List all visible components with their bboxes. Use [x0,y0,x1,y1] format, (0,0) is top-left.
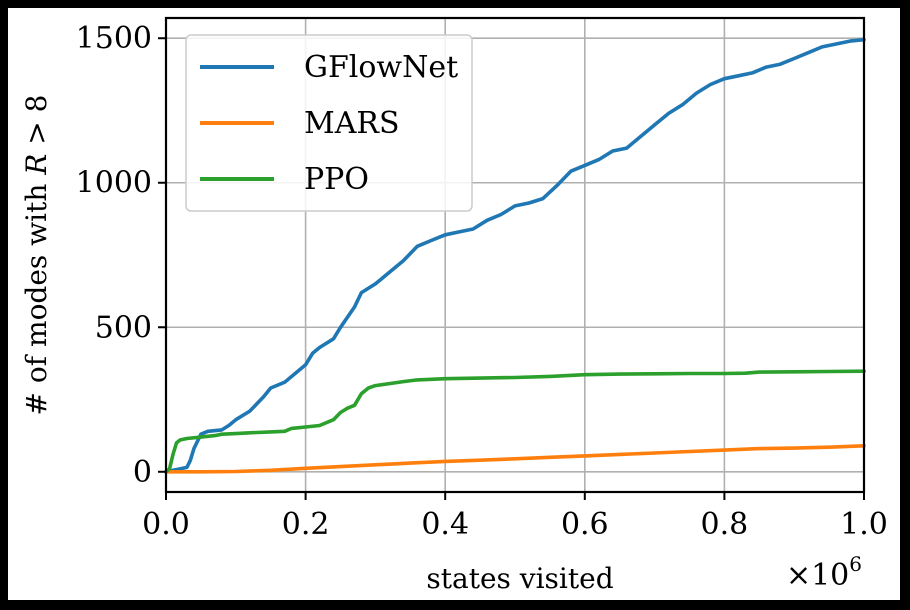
x-tick-label: 0.6 [561,507,609,542]
y-label-operator: > [20,112,53,153]
y-label-prefix: # of modes with [20,175,53,416]
legend-label-gflownet: GFlowNet [304,50,458,85]
ticks: 0.0 0.2 0.4 0.6 0.8 1.0 0 500 1000 1500 [76,21,888,542]
legend: GFlowNet MARS PPO [185,34,473,212]
series-lines [164,37,866,474]
legend-label-ppo: PPO [304,162,369,197]
y-tick-label: 1000 [76,166,152,201]
y-tick-label: 1500 [76,21,152,56]
series-line-gflownet [164,37,866,474]
y-axis-label: # of modes with R > 8 [20,95,53,416]
x-multiplier-exponent: 6 [849,552,862,576]
x-tick-label: 0.4 [421,507,469,542]
x-axis-label: states visited [426,562,613,595]
x-tick-label: 1.0 [840,507,888,542]
series-line-mars [164,444,866,474]
legend-label-mars: MARS [304,106,400,141]
y-tick-label: 500 [95,310,152,345]
y-label-variable: R [20,154,53,176]
x-tick-label: 0.8 [701,507,749,542]
series-line-ppo [164,369,866,474]
x-tick-label: 0.0 [142,507,190,542]
legend-box [185,34,473,212]
plot-border [164,16,866,494]
y-label-threshold: 8 [20,95,53,113]
y-tick-label: 0 [133,455,152,490]
x-axis-multiplier: ×106 [786,552,862,593]
x-multiplier-base: ×10 [786,558,849,593]
x-tick-label: 0.2 [282,507,330,542]
